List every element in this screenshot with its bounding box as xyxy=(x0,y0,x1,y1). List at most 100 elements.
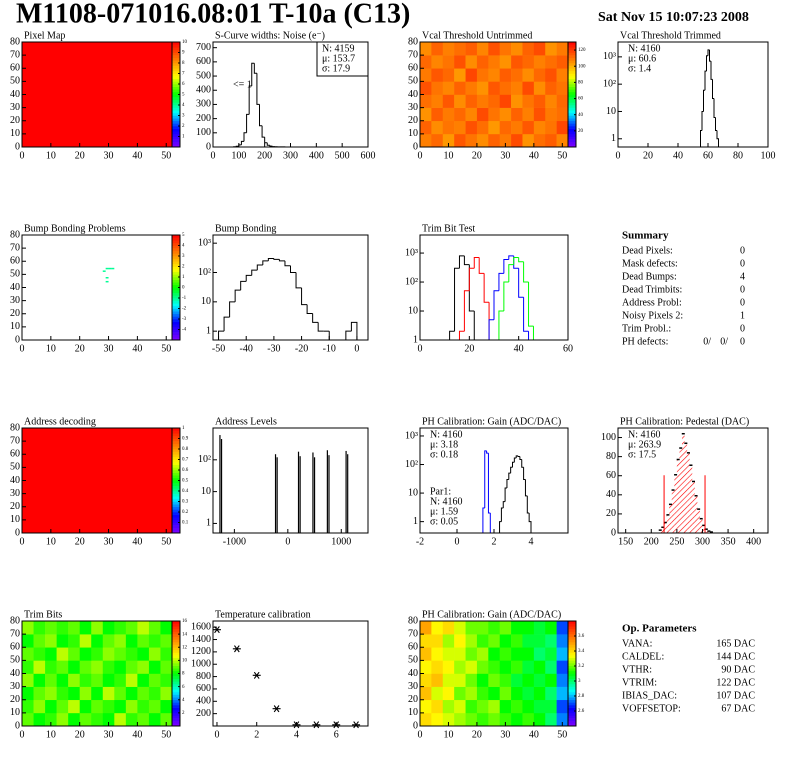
colorbar-step xyxy=(172,470,180,473)
heat-cell xyxy=(160,699,172,714)
y-tick-label: 0 xyxy=(611,527,616,538)
x-tick-label: 0 xyxy=(455,536,460,547)
y-tick-label: 50 xyxy=(10,462,20,473)
plot-area xyxy=(22,42,172,147)
heat-cell xyxy=(488,107,500,122)
heat-cell xyxy=(420,673,432,687)
heat-cell xyxy=(522,673,535,687)
colorbar-step xyxy=(172,435,180,439)
heat-cell xyxy=(431,634,444,648)
colorbar-step xyxy=(568,663,576,666)
hist-step xyxy=(256,73,260,105)
colorbar-step xyxy=(172,70,180,74)
hist-step xyxy=(264,137,268,144)
colorbar-step xyxy=(568,128,576,132)
colorbar-label: 5 xyxy=(182,233,185,238)
colorbar-step xyxy=(568,49,576,53)
y-tick-label: 10 xyxy=(408,305,418,316)
row-value: 0 xyxy=(740,245,745,256)
heat-cell xyxy=(68,673,80,687)
y-tick-label: 1 xyxy=(413,516,418,527)
hist-step xyxy=(328,331,335,340)
y-tick-label: 40 xyxy=(10,668,20,679)
row-label: VOFFSETOP: xyxy=(622,703,681,714)
stats-line: σ: 1.4 xyxy=(628,63,651,74)
colorbar-step xyxy=(568,647,576,651)
colorbar-step xyxy=(172,277,180,280)
colorbar-label: 60 xyxy=(578,97,584,102)
y-tick-label: 0 xyxy=(15,141,20,152)
colorbar-step xyxy=(568,86,576,90)
star-marker xyxy=(252,671,261,679)
heat-cell xyxy=(68,712,80,726)
colorbar-step xyxy=(568,623,576,627)
heat-cell xyxy=(488,686,500,701)
colorbar-step xyxy=(172,644,180,648)
row-value: 0/ xyxy=(720,336,728,347)
colorbar-step xyxy=(172,102,180,106)
colorbar-step xyxy=(172,634,180,638)
row-value: 144 DAC xyxy=(716,651,755,662)
x-tick-label: 40 xyxy=(529,150,539,161)
colorbar-step xyxy=(172,705,180,708)
heat-cell xyxy=(454,42,466,56)
y-tick-label: 1 xyxy=(413,334,418,345)
colorbar-step xyxy=(568,105,576,108)
heat-cell xyxy=(465,712,478,726)
heat-cell xyxy=(442,120,455,135)
colorbar-step xyxy=(172,295,180,299)
heat-cell xyxy=(488,81,500,95)
colorbar-step xyxy=(172,321,180,325)
colorbar-step xyxy=(172,245,180,249)
plot-frame xyxy=(617,427,769,534)
x-tick-label: 60 xyxy=(563,343,573,354)
x-tick-label: 30 xyxy=(104,729,114,740)
heat-cell xyxy=(137,686,150,701)
heat-cell xyxy=(522,660,535,674)
y-tick-label: 1 xyxy=(206,325,211,336)
hist-step xyxy=(229,301,236,318)
x-tick-label: 40 xyxy=(673,150,683,161)
x-tick-label: 40 xyxy=(529,729,539,740)
colorbar-step xyxy=(172,493,180,497)
y-tick-label: 400 xyxy=(196,696,211,707)
colorbar-step xyxy=(568,699,576,703)
hist-step xyxy=(273,258,280,260)
hist-fill xyxy=(694,495,698,533)
row-label: IBIAS_DAC: xyxy=(622,690,677,701)
colorbar-step xyxy=(568,673,576,677)
plot-frame xyxy=(212,427,369,534)
heat-cell xyxy=(420,55,432,69)
hist-step xyxy=(524,479,528,497)
colorbar-step xyxy=(172,451,180,455)
hist-step xyxy=(253,63,257,74)
y-tick-label: 40 xyxy=(10,89,20,100)
heat-cell xyxy=(431,647,444,661)
heat-cell xyxy=(91,621,104,635)
plot-area xyxy=(219,435,349,533)
heat-cell xyxy=(125,621,138,635)
colorbar-step xyxy=(568,144,576,148)
colorbar-step xyxy=(172,263,180,267)
hist-step xyxy=(703,89,705,112)
heat-cell xyxy=(22,660,34,674)
heat-cell xyxy=(420,634,432,648)
x-tick-label: 600 xyxy=(361,150,376,161)
heat-cell xyxy=(476,660,489,674)
y-tick-label: 20 xyxy=(408,694,418,705)
row-label: Trim Probl.: xyxy=(622,323,671,334)
x-tick-label: 6 xyxy=(334,729,339,740)
x-tick-label: 10 xyxy=(46,343,56,354)
heat-cell xyxy=(533,94,546,108)
x-tick-label: 10 xyxy=(443,729,453,740)
hist-fill xyxy=(687,452,690,533)
heat-cell xyxy=(148,621,161,635)
colorbar-step xyxy=(172,623,180,627)
colorbar-label: 80 xyxy=(578,81,584,86)
x-tick-label: 100 xyxy=(231,150,246,161)
y-tick-label: 10 xyxy=(10,321,20,332)
colorbar-step xyxy=(568,89,576,93)
colorbar-label: 0.4 xyxy=(182,489,189,494)
hist-step xyxy=(510,466,513,474)
